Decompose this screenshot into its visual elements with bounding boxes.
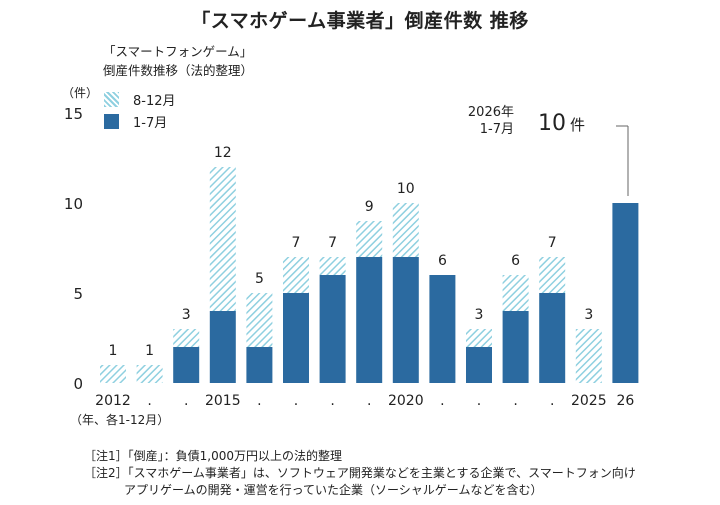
bar-segment-aug-dec (356, 221, 383, 257)
bar-total-label: 6 (511, 253, 520, 269)
bar-segment-aug-dec (209, 167, 236, 311)
bar-segment-aug-dec (173, 329, 200, 347)
bar-segment-aug-dec (502, 275, 529, 311)
bar-segment-jan-jul (283, 293, 309, 383)
legend-item-jan-jul: 1-7月 (104, 110, 176, 132)
bar-total-label: 7 (548, 235, 557, 251)
legend-label: 1-7月 (133, 115, 168, 131)
bar-total-label: 5 (255, 271, 264, 287)
bar-segment-jan-jul (246, 347, 273, 383)
bar-segment-aug-dec (100, 365, 126, 383)
bar-segment-aug-dec (319, 257, 346, 275)
bar-total-label: 3 (475, 307, 484, 323)
annotation-months: 1-7月 (479, 122, 514, 137)
bar-segment-aug-dec (246, 293, 273, 347)
y-tick-label: 15 (64, 105, 83, 123)
bar-segment-aug-dec (539, 257, 566, 293)
bar-segment-aug-dec (283, 257, 309, 293)
bar-segment-jan-jul (539, 293, 566, 383)
bar-total-label: 3 (584, 307, 593, 323)
x-tick-label: 2012 (95, 393, 131, 409)
footnote: ［注2］「スマホゲーム事業者」は、ソフトウェア開発業などを主業とする企業で、スマ… (84, 466, 636, 480)
bar-segment-aug-dec (392, 203, 419, 257)
bar-segment-jan-jul (173, 347, 200, 383)
x-tick-label: 2020 (388, 393, 424, 409)
x-tick-label: 2015 (205, 393, 241, 409)
bar-segment-jan-jul (209, 311, 236, 383)
x-tick-label: . (294, 393, 298, 409)
annotation-unit: 件 (570, 116, 586, 134)
x-tick-label: . (257, 393, 261, 409)
hatched-swatch-icon (104, 91, 119, 107)
x-tick-label: . (367, 393, 371, 409)
x-tick-label: . (147, 393, 151, 409)
chart-subtitle: 「スマートフォンゲーム」 倒産件数推移（法的整理） (103, 42, 253, 80)
annotation-number: 10 (538, 111, 566, 136)
y-axis-unit-label: （件） (62, 86, 99, 100)
solid-swatch-icon (104, 113, 119, 129)
bar-total-label: 7 (328, 235, 337, 251)
x-tick-label: 2025 (571, 393, 607, 409)
y-tick-label: 5 (73, 285, 83, 303)
x-tick-label: . (513, 393, 517, 409)
bar-segment-jan-jul (319, 275, 346, 383)
bar-total-label: 1 (109, 343, 118, 359)
y-tick-label: 10 (64, 195, 83, 213)
legend: 8-12月 1-7月 (104, 88, 176, 132)
subtitle-line: 「スマートフォンゲーム」 (103, 44, 253, 59)
bar-total-label: 12 (214, 145, 232, 161)
bar-segment-jan-jul (466, 347, 492, 383)
x-axis-unit-label: （年、各1-12月） (70, 413, 170, 427)
chart-title: 「スマホゲーム事業者」倒産件数 推移 (191, 10, 529, 32)
annotation-period: 2026年 1-7月 (454, 104, 514, 138)
annotation-value: 10 件 (538, 111, 585, 136)
legend-label: 8-12月 (133, 93, 176, 109)
footnotes: ［注1］「倒産」：負債1,000万円以上の法的整理 ［注2］「スマホゲーム事業者… (84, 448, 636, 499)
bar-segment-jan-jul (612, 203, 639, 383)
bar-total-label: 10 (397, 181, 415, 197)
bar-total-label: 3 (182, 307, 191, 323)
y-tick-label: 0 (73, 375, 83, 393)
bar-segment-jan-jul (356, 257, 383, 383)
bar-segment-jan-jul (392, 257, 419, 383)
footnote: ［注1］「倒産」：負債1,000万円以上の法的整理 (84, 449, 342, 463)
x-tick-label: 26 (616, 393, 634, 409)
bar-segment-aug-dec (575, 329, 602, 383)
bar-total-label: 6 (438, 253, 447, 269)
bar-segment-aug-dec (136, 365, 163, 383)
bar-segment-jan-jul (502, 311, 529, 383)
bar-total-label: 7 (292, 235, 301, 251)
x-tick-label: . (550, 393, 554, 409)
bar-total-label: 1 (145, 343, 154, 359)
annotation-year: 2026年 (467, 105, 514, 120)
x-tick-label: . (440, 393, 444, 409)
bar-total-label: 9 (365, 199, 374, 215)
bar-segment-jan-jul (429, 275, 456, 383)
subtitle-line: 倒産件数推移（法的整理） (103, 63, 254, 78)
x-tick-label: . (184, 393, 188, 409)
x-tick-label: . (477, 393, 481, 409)
x-tick-label: . (330, 393, 334, 409)
footnote-continuation: アプリゲームの開発・運営を行っていた企業（ソーシャルゲームなどを含む） (124, 483, 543, 497)
bar-segment-aug-dec (466, 329, 492, 347)
legend-item-aug-dec: 8-12月 (104, 88, 176, 110)
